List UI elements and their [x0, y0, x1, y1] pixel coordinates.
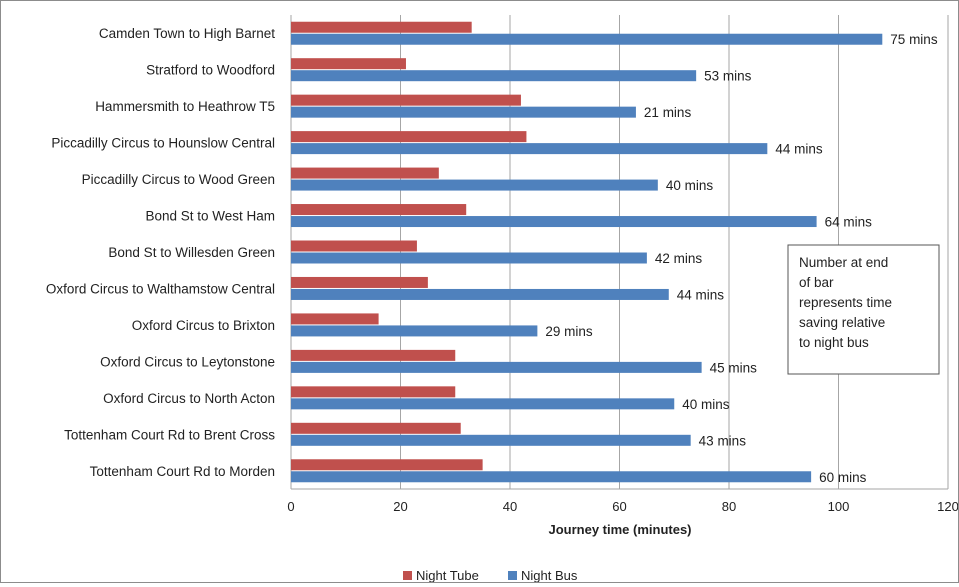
data-label: 42 mins [655, 251, 703, 266]
annotation-line: to night bus [799, 335, 869, 350]
data-label: 40 mins [666, 178, 714, 193]
bar-night-tube [291, 94, 521, 106]
x-axis-title: Journey time (minutes) [548, 522, 691, 537]
category-label: Piccadilly Circus to Hounslow Central [51, 136, 275, 151]
category-label: Hammersmith to Heathrow T5 [95, 99, 275, 114]
data-label: 40 mins [682, 397, 730, 412]
legend-swatch [403, 571, 412, 580]
category-label: Oxford Circus to Brixton [132, 318, 275, 333]
annotation-line: saving relative [799, 315, 885, 330]
bar-night-bus [291, 216, 817, 228]
bar-night-bus [291, 70, 697, 82]
legend: Night Tube Night Bus [403, 568, 578, 583]
annotation-line: of bar [799, 275, 834, 290]
bar-night-tube [291, 167, 439, 179]
bar-night-tube [291, 276, 428, 288]
bar-night-bus [291, 33, 883, 45]
x-tick-label: 80 [722, 499, 736, 514]
bar-night-bus [291, 361, 702, 373]
data-label: 21 mins [644, 105, 692, 120]
data-label: 75 mins [890, 32, 938, 47]
category-label: Bond St to Willesden Green [108, 245, 275, 260]
legend-swatch [508, 571, 517, 580]
legend-label: Night Tube [416, 568, 479, 582]
x-tick-label: 100 [828, 499, 850, 514]
annotation-line: Number at end [799, 255, 888, 270]
bar-night-bus [291, 398, 675, 410]
category-label: Oxford Circus to North Acton [103, 391, 275, 406]
data-label: 43 mins [699, 433, 747, 448]
data-label: 45 mins [710, 360, 758, 375]
bar-night-bus [291, 252, 647, 264]
data-label: 60 mins [819, 470, 867, 485]
bar-night-tube [291, 58, 406, 70]
bar-night-tube [291, 21, 472, 33]
x-tick-label: 20 [393, 499, 407, 514]
bar-night-bus [291, 434, 691, 446]
bar-night-tube [291, 131, 527, 143]
bar-night-bus [291, 143, 768, 155]
category-label: Tottenham Court Rd to Brent Cross [64, 427, 275, 442]
bar-night-tube [291, 349, 456, 361]
bar-night-bus [291, 179, 658, 191]
category-label: Oxford Circus to Walthamstow Central [46, 281, 275, 296]
bar-night-bus [291, 471, 812, 483]
bar-night-tube [291, 422, 461, 434]
data-label: 44 mins [775, 142, 823, 157]
data-label: 29 mins [545, 324, 593, 339]
category-label: Camden Town to High Barnet [99, 26, 275, 41]
category-label: Oxford Circus to Leytonstone [100, 354, 275, 369]
data-label: 53 mins [704, 69, 752, 84]
bar-night-bus [291, 325, 538, 337]
category-label: Stratford to Woodford [146, 63, 275, 78]
legend-label: Night Bus [521, 568, 578, 582]
bar-night-tube [291, 459, 483, 471]
category-label: Tottenham Court Rd to Morden [90, 464, 275, 479]
bar-night-tube [291, 313, 379, 325]
bar-night-bus [291, 106, 636, 118]
bar-night-tube [291, 240, 417, 252]
data-label: 44 mins [677, 287, 725, 302]
bar-night-bus [291, 288, 669, 300]
bar-night-tube [291, 204, 467, 216]
x-tick-label: 60 [612, 499, 626, 514]
data-label: 64 mins [825, 215, 873, 230]
x-tick-label: 0 [287, 499, 294, 514]
x-tick-label: 120 [937, 499, 958, 514]
annotation-box [787, 244, 940, 375]
category-label: Bond St to West Ham [145, 209, 275, 224]
x-tick-label: 40 [503, 499, 517, 514]
category-label: Piccadilly Circus to Wood Green [82, 172, 275, 187]
annotation-line: represents time [799, 295, 892, 310]
bar-night-tube [291, 386, 456, 398]
